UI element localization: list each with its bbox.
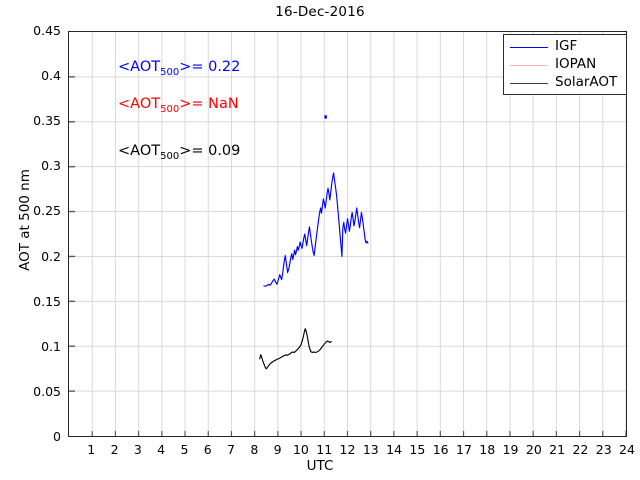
- legend-label: IGF: [555, 38, 578, 55]
- annotation-solaraot-mean: <AOT500>= 0.09: [118, 143, 241, 162]
- x-tick-label: 10: [292, 442, 309, 457]
- series-line-solaraot: [259, 328, 332, 370]
- x-tick-label: 20: [525, 442, 542, 457]
- series-line-igf: [263, 172, 369, 287]
- x-axis-label: UTC: [306, 458, 334, 474]
- x-tick-label: 1: [87, 442, 96, 457]
- legend-label: SolarAOT: [555, 74, 618, 91]
- y-tick-label: 0.25: [33, 203, 61, 219]
- annotation-subscript: 500: [160, 66, 180, 78]
- annotation-suffix: >= 0.22: [179, 59, 241, 75]
- x-tick-label: 9: [273, 442, 282, 457]
- x-tick-label: 12: [339, 442, 356, 457]
- y-tick-label: 0.35: [33, 113, 61, 129]
- x-tick-label: 19: [502, 442, 519, 457]
- annotation-subscript: 500: [160, 103, 180, 115]
- annotation-suffix: >= NaN: [179, 96, 239, 112]
- chart-title: 16-Dec-2016: [275, 4, 365, 20]
- legend-item-solaraot[interactable]: SolarAOT: [504, 74, 626, 92]
- x-tick-label: 18: [479, 442, 496, 457]
- plot-area: [68, 31, 627, 437]
- x-tick-label: 21: [549, 442, 566, 457]
- legend-swatch-icon: [510, 64, 548, 66]
- y-tick-label: 0.45: [33, 23, 61, 38]
- x-tick-label: 22: [572, 442, 589, 457]
- annotation-subscript: 500: [160, 150, 180, 162]
- annotation-iopan-mean: <AOT500>= NaN: [118, 96, 239, 115]
- x-tick-label: 16: [432, 442, 449, 457]
- annotation-prefix: <AOT: [118, 143, 161, 159]
- annotation-prefix: <AOT: [118, 59, 161, 75]
- legend-swatch-icon: [510, 46, 548, 48]
- annotation-igf-mean: <AOT500>= 0.22: [118, 59, 241, 78]
- legend: IGF IOPAN SolarAOT: [503, 34, 627, 95]
- x-tick-label: 11: [316, 442, 333, 457]
- x-tick-label: 24: [619, 442, 635, 457]
- x-tick-label: 6: [203, 442, 212, 457]
- x-tick-label: 23: [595, 442, 612, 457]
- series-outlier-point-igf: [324, 115, 327, 119]
- grid-layer: [69, 32, 626, 436]
- x-tick-label: 15: [409, 442, 426, 457]
- legend-item-iopan[interactable]: IOPAN: [504, 56, 626, 74]
- x-tick-label: 5: [180, 442, 189, 457]
- y-tick-label: 0.1: [41, 338, 61, 354]
- x-tick-label: 3: [133, 442, 142, 457]
- legend-item-igf[interactable]: IGF: [504, 38, 626, 56]
- x-tick-label: 14: [386, 442, 403, 457]
- y-tick-label: 0.15: [33, 293, 61, 309]
- x-tick-label: 17: [456, 442, 472, 457]
- x-tick-label: 7: [227, 442, 235, 457]
- x-tick-label: 4: [157, 442, 166, 457]
- x-tick-label: 8: [250, 442, 259, 457]
- y-tick-label: 0.4: [41, 68, 61, 84]
- x-tick-label: 2: [110, 442, 119, 457]
- y-tick-label: 0.05: [33, 383, 61, 399]
- x-tick-label: 13: [362, 442, 379, 457]
- annotation-suffix: >= 0.09: [179, 143, 241, 159]
- legend-label: IOPAN: [555, 56, 597, 73]
- y-tick-label: 0.3: [41, 158, 61, 174]
- data-layer: [259, 115, 369, 370]
- annotation-prefix: <AOT: [118, 96, 161, 112]
- legend-swatch-icon: [510, 82, 548, 84]
- y-tick-label: 0.2: [41, 248, 61, 264]
- y-tick-label: 0: [53, 429, 61, 444]
